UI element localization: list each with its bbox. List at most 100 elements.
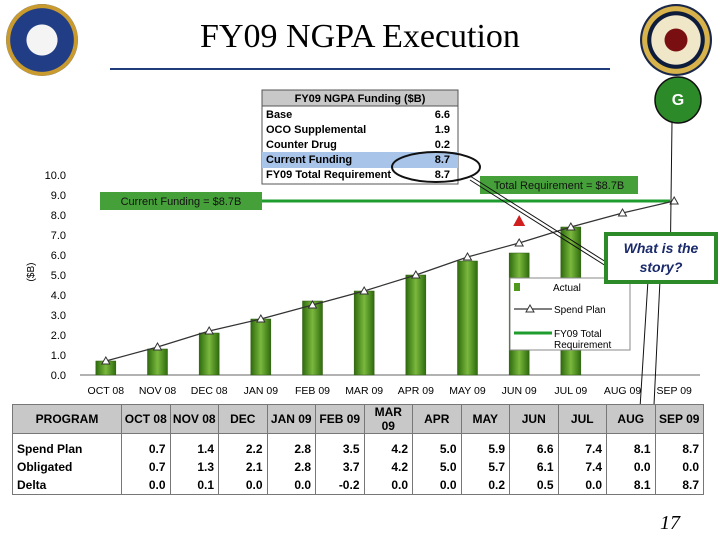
execution-chart: 0.0 1.0 2.0 3.0 4.0 5.0 6.0 7.0 8.0 9.0 10.0 OCT 0…: [26, 76, 718, 405]
spend-plan-point: [514, 237, 525, 247]
spend-plan-point: [307, 299, 318, 309]
execution-table: PROGRAM OCT 08 NOV 08 DEC JAN 09 FEB 09 MAR 09…: [12, 404, 704, 495]
story-callout: What is the story?: [391, 121, 718, 405]
table-cell: 1.3: [169, 458, 219, 476]
x-tick-label: JAN 09: [244, 385, 279, 397]
actual-bar: [250, 318, 272, 376]
table-cell: 7.4: [557, 440, 607, 458]
table-cell: 2.1: [218, 458, 268, 476]
table-header-cell: SEP 09: [654, 404, 704, 434]
spend-plan-point: [152, 341, 163, 351]
funding-row-value: 8.7: [435, 154, 450, 166]
actual-bar: [457, 260, 478, 376]
table-cell: 0.0: [218, 476, 268, 495]
table-cell: 2.2: [218, 440, 268, 458]
table-header-cell: NOV 08: [169, 404, 219, 434]
table-cell: 4.2: [363, 458, 413, 476]
funding-table-title: FY09 NGPA Funding ($B): [295, 93, 426, 105]
funding-row-label: Current Funding: [266, 154, 352, 166]
y-tick-label: 4.0: [51, 290, 66, 302]
table-cell: 1.4: [169, 440, 219, 458]
table-header-cell: MAY: [460, 404, 510, 434]
table-header-cell: JAN 09: [266, 404, 316, 434]
table-cell: 2.8: [266, 440, 316, 458]
spend-plan-point: [462, 251, 473, 261]
table-cell: 8.1: [606, 476, 656, 495]
table-header-cell: DEC: [218, 404, 268, 434]
y-tick-label: 3.0: [51, 310, 66, 322]
funding-row-value: 8.7: [435, 169, 450, 181]
table-header-cell: OCT 08: [121, 404, 171, 434]
table-cell: 0.5: [509, 476, 559, 495]
table-row: Spend Plan 0.7 1.4 2.2 2.8 3.5 4.2 5.0 5.9 6.6 7.4…: [12, 440, 704, 458]
table-cell: 0.7: [121, 440, 171, 458]
table-cell: 0.0: [266, 476, 316, 495]
total-requirement-annotation: Total Requirement = $8.7B: [494, 180, 625, 192]
spend-plan-point: [255, 313, 266, 323]
chart-legend: Actual Spend Plan FY09 Total Requirement: [509, 277, 631, 351]
legend-actual: Actual: [553, 283, 581, 294]
spend-plan-point: [410, 269, 421, 279]
table-cell: 5.9: [460, 440, 510, 458]
y-tick-label: 5.0: [51, 270, 66, 282]
legend-requirement: FY09 Total Requirement: [554, 329, 611, 351]
table-row-label: Delta: [12, 476, 122, 495]
table-cell: 0.0: [412, 476, 462, 495]
table-cell: 5.7: [460, 458, 510, 476]
table-header-cell: MAR 09: [363, 404, 413, 434]
slide-title: FY09 NGPA Execution: [200, 18, 520, 55]
table-cell: -0.2: [315, 476, 365, 495]
table-header-cell: PROGRAM: [12, 404, 122, 434]
table-cell: 7.4: [557, 458, 607, 476]
y-tick-label: 1.0: [51, 350, 66, 362]
table-cell: 5.0: [412, 440, 462, 458]
table-cell: 0.0: [606, 458, 656, 476]
actual-bar: [302, 300, 323, 376]
funding-row-label: Base: [266, 109, 292, 121]
x-tick-label: DEC 08: [191, 385, 228, 397]
table-cell: 0.2: [460, 476, 510, 495]
actual-bar: [405, 274, 427, 376]
table-row: Obligated 0.7 1.3 2.1 2.8 3.7 4.2 5.0 5.7 6.1 7.4 0…: [12, 458, 704, 476]
x-tick-label: MAR 09: [345, 385, 383, 397]
table-header-cell: JUL: [557, 404, 607, 434]
table-cell: 0.0: [654, 458, 704, 476]
funding-row-value: 0.2: [435, 139, 450, 151]
x-tick-label: OCT 08: [88, 385, 125, 397]
x-tick-label: SEP 09: [656, 385, 692, 397]
table-cell: 3.5: [315, 440, 365, 458]
legend-spend-plan: Spend Plan: [554, 305, 606, 316]
actual-bar: [198, 332, 220, 376]
table-row: Delta 0.0 0.1 0.0 0.0 -0.2 0.0 0.0 0.2 0.5 0.0 8.1 8…: [12, 476, 704, 495]
table-cell: 3.7: [315, 458, 365, 476]
current-funding-annotation: Current Funding = $8.7B: [121, 196, 242, 208]
table-row-label: Spend Plan: [12, 440, 122, 458]
x-tick-label: JUL 09: [554, 385, 587, 397]
table-cell: 4.2: [363, 440, 413, 458]
spend-plan-point: [359, 285, 370, 295]
funding-row-value: 6.6: [435, 109, 450, 121]
funding-table: FY09 NGPA Funding ($B) Base 6.6 OCO Supple…: [261, 89, 459, 185]
y-tick-label: 2.0: [51, 330, 66, 342]
table-header-cell: FEB 09: [315, 404, 365, 434]
spend-plan-point: [100, 355, 111, 365]
y-tick-label: 9.0: [51, 190, 66, 202]
status-badge: [654, 76, 702, 124]
x-tick-label: NOV 08: [139, 385, 177, 397]
spend-plan-point: [669, 195, 680, 205]
table-cell: 6.6: [509, 440, 559, 458]
status-badge-label: G: [672, 92, 684, 109]
actual-bar: [147, 348, 168, 376]
spend-plan-point: [565, 221, 576, 231]
dcs-seal-logo: [640, 4, 712, 76]
spend-plan-line: [105, 200, 675, 362]
table-row-label: Obligated: [12, 458, 122, 476]
table-cell: 0.0: [557, 476, 607, 495]
table-header-cell: JUN: [509, 404, 559, 434]
funding-row-value: 1.9: [435, 124, 450, 136]
table-cell: 2.8: [266, 458, 316, 476]
table-header-cell: APR: [412, 404, 462, 434]
y-tick-label: 6.0: [51, 250, 66, 262]
x-tick-label: APR 09: [398, 385, 434, 397]
x-tick-label: JUN 09: [502, 385, 537, 397]
